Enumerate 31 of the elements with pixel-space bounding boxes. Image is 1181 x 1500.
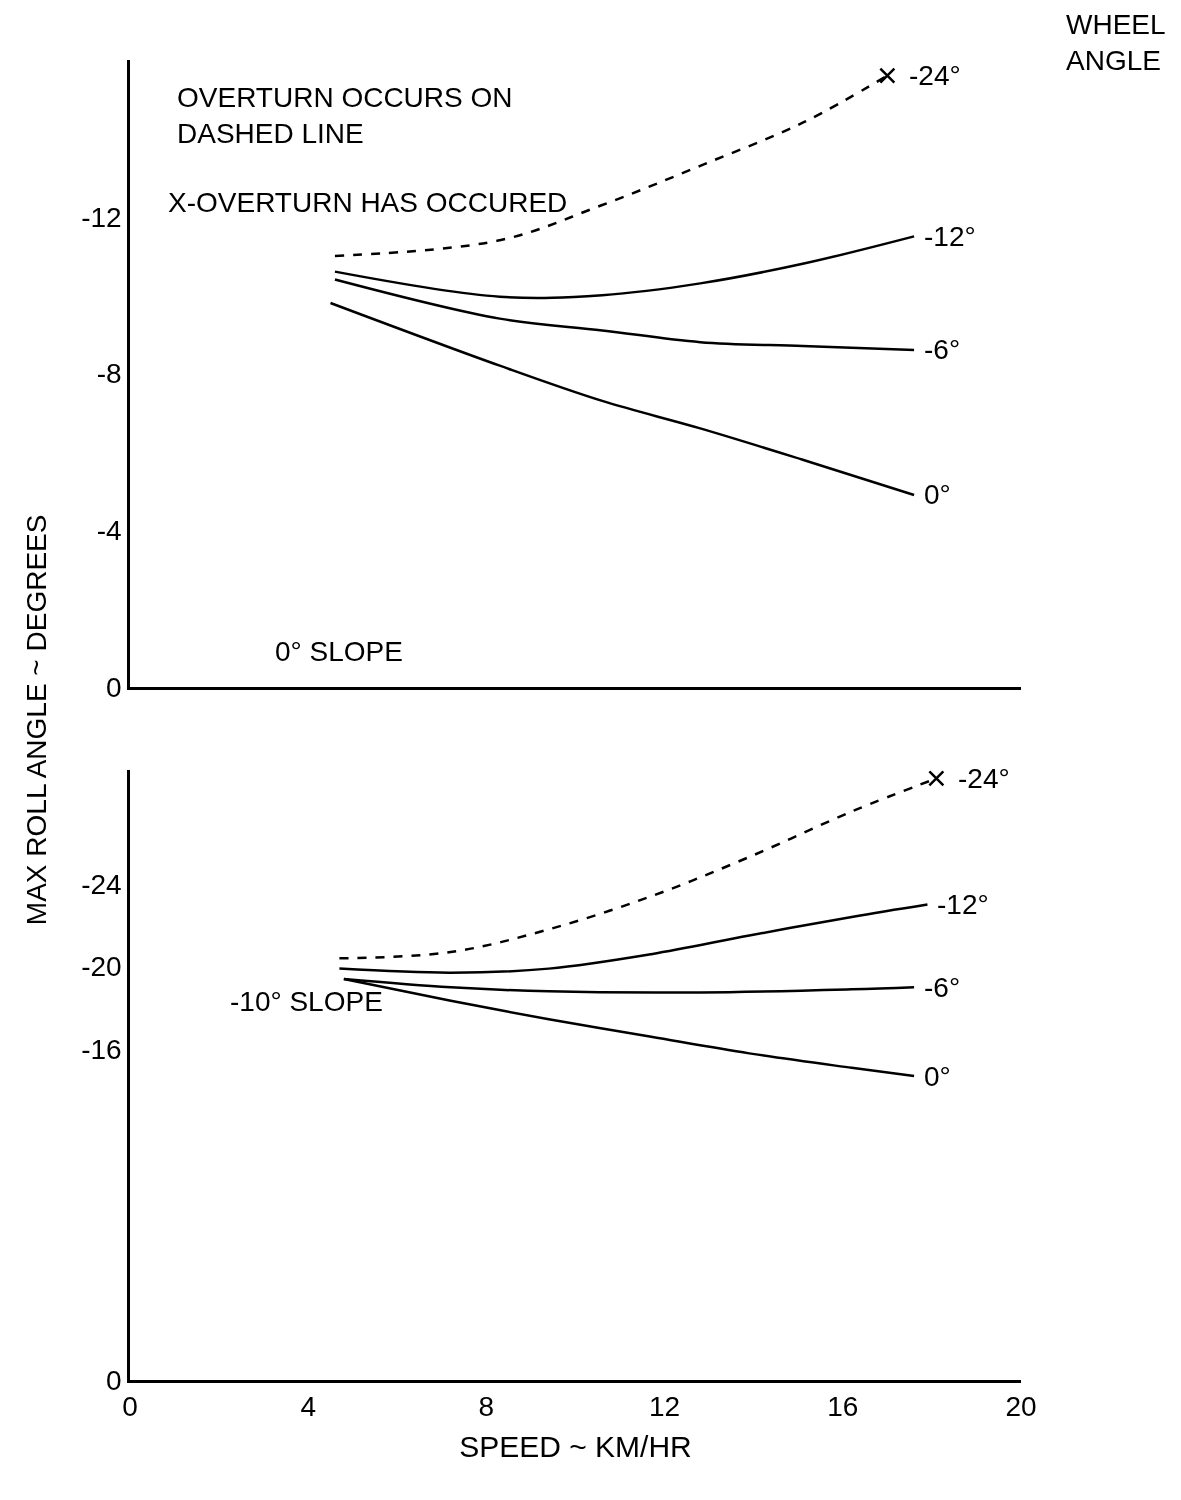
x-axis-title: SPEED ~ KM/HR [459,1429,692,1463]
y-tick-label: -20 [81,951,122,983]
series-label: -12° [937,889,989,920]
x-tick-label: 20 [1005,1391,1037,1423]
series-label: 0° [924,479,951,510]
y-tick-label: -8 [96,358,122,390]
y-tick-label: 0 [106,1364,122,1396]
annotation: X-OVERTURN HAS OCCURED [168,187,568,218]
series-label: 0° [924,1061,951,1092]
legend-title: WHEEL ANGLE [1066,9,1166,77]
series-label: -6° [924,334,961,365]
x-tick-label: 16 [827,1391,859,1423]
annotation: 0° SLOPE [275,636,403,667]
annotation: -10° SLOPE [230,986,383,1017]
series-label: -24° [909,60,961,91]
series-label: -6° [924,972,961,1003]
annotation: OVERTURN OCCURS ON DASHED LINE [177,82,513,150]
series-label: -12° [924,221,976,252]
y-tick-label: 0 [106,671,122,703]
y-tick-label: -24 [81,868,122,900]
x-tick-label: 12 [649,1391,681,1423]
series-label: -24° [958,763,1010,794]
x-tick-label: 8 [478,1391,495,1423]
y-tick-label: -16 [81,1034,122,1066]
line-series [338,903,929,974]
line-series [329,301,916,497]
line-series [333,278,916,352]
y-tick-label: -12 [81,201,122,233]
x-tick-label: 4 [300,1391,316,1423]
y-axis-title: MAX ROLL ANGLE ~ DEGREES [21,514,53,926]
y-tick-label: -4 [96,515,122,547]
